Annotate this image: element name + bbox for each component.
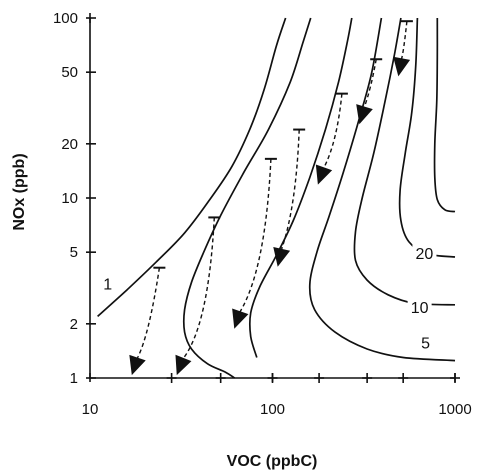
y-tick-label: 1 xyxy=(70,370,78,387)
isopleth-label: 1 xyxy=(103,277,112,294)
y-tick-label: 5 xyxy=(70,244,78,261)
trajectory-line xyxy=(239,158,272,313)
isopleth-label-bg xyxy=(100,273,116,292)
isopleth-label: 10 xyxy=(411,300,429,317)
trajectory-line xyxy=(400,21,408,59)
y-tick-label: 20 xyxy=(61,136,78,153)
trajectory-arrowhead xyxy=(273,246,291,267)
isopleth-label-bg xyxy=(418,332,434,351)
axis-ticks xyxy=(86,17,456,382)
isopleth-line xyxy=(97,17,287,318)
bottom-markers xyxy=(89,13,460,383)
trajectory-arrowhead xyxy=(175,354,192,376)
trajectory-line xyxy=(182,217,215,359)
isopleth-line xyxy=(433,17,456,213)
trajectory-arrowhead xyxy=(315,164,333,185)
trajectory-arrowhead xyxy=(129,354,146,376)
x-tick-label: 1000 xyxy=(438,401,471,418)
trajectories xyxy=(129,20,413,376)
x-tick-label: 10 xyxy=(82,401,99,418)
y-axis-label: NOx (ppb) xyxy=(11,153,28,230)
isopleth-line xyxy=(308,17,456,362)
x-axis-label: VOC (ppbC) xyxy=(227,453,318,470)
isopleth-label-bg xyxy=(407,296,432,315)
isopleth-label-bg xyxy=(412,242,437,261)
isopleth-line xyxy=(353,17,456,306)
trajectory-line xyxy=(363,59,377,108)
trajectory-arrowhead xyxy=(393,56,411,77)
x-tick-label: 100 xyxy=(260,401,285,418)
isopleth-line xyxy=(182,17,312,379)
trajectory-line xyxy=(323,93,343,169)
y-tick-label: 50 xyxy=(61,64,78,81)
isopleth-line xyxy=(248,17,353,358)
trajectory-arrowhead xyxy=(232,308,249,329)
trajectory-line xyxy=(280,129,300,250)
trajectory-arrowhead xyxy=(356,104,373,125)
y-tick-label: 10 xyxy=(61,190,78,207)
isopleth-line xyxy=(398,17,456,258)
isopleth-label: 5 xyxy=(421,336,430,353)
trajectory-line xyxy=(136,267,161,359)
y-tick-label: 100 xyxy=(53,10,78,27)
isopleth-label: 20 xyxy=(416,246,434,263)
y-tick-label: 2 xyxy=(70,316,78,333)
